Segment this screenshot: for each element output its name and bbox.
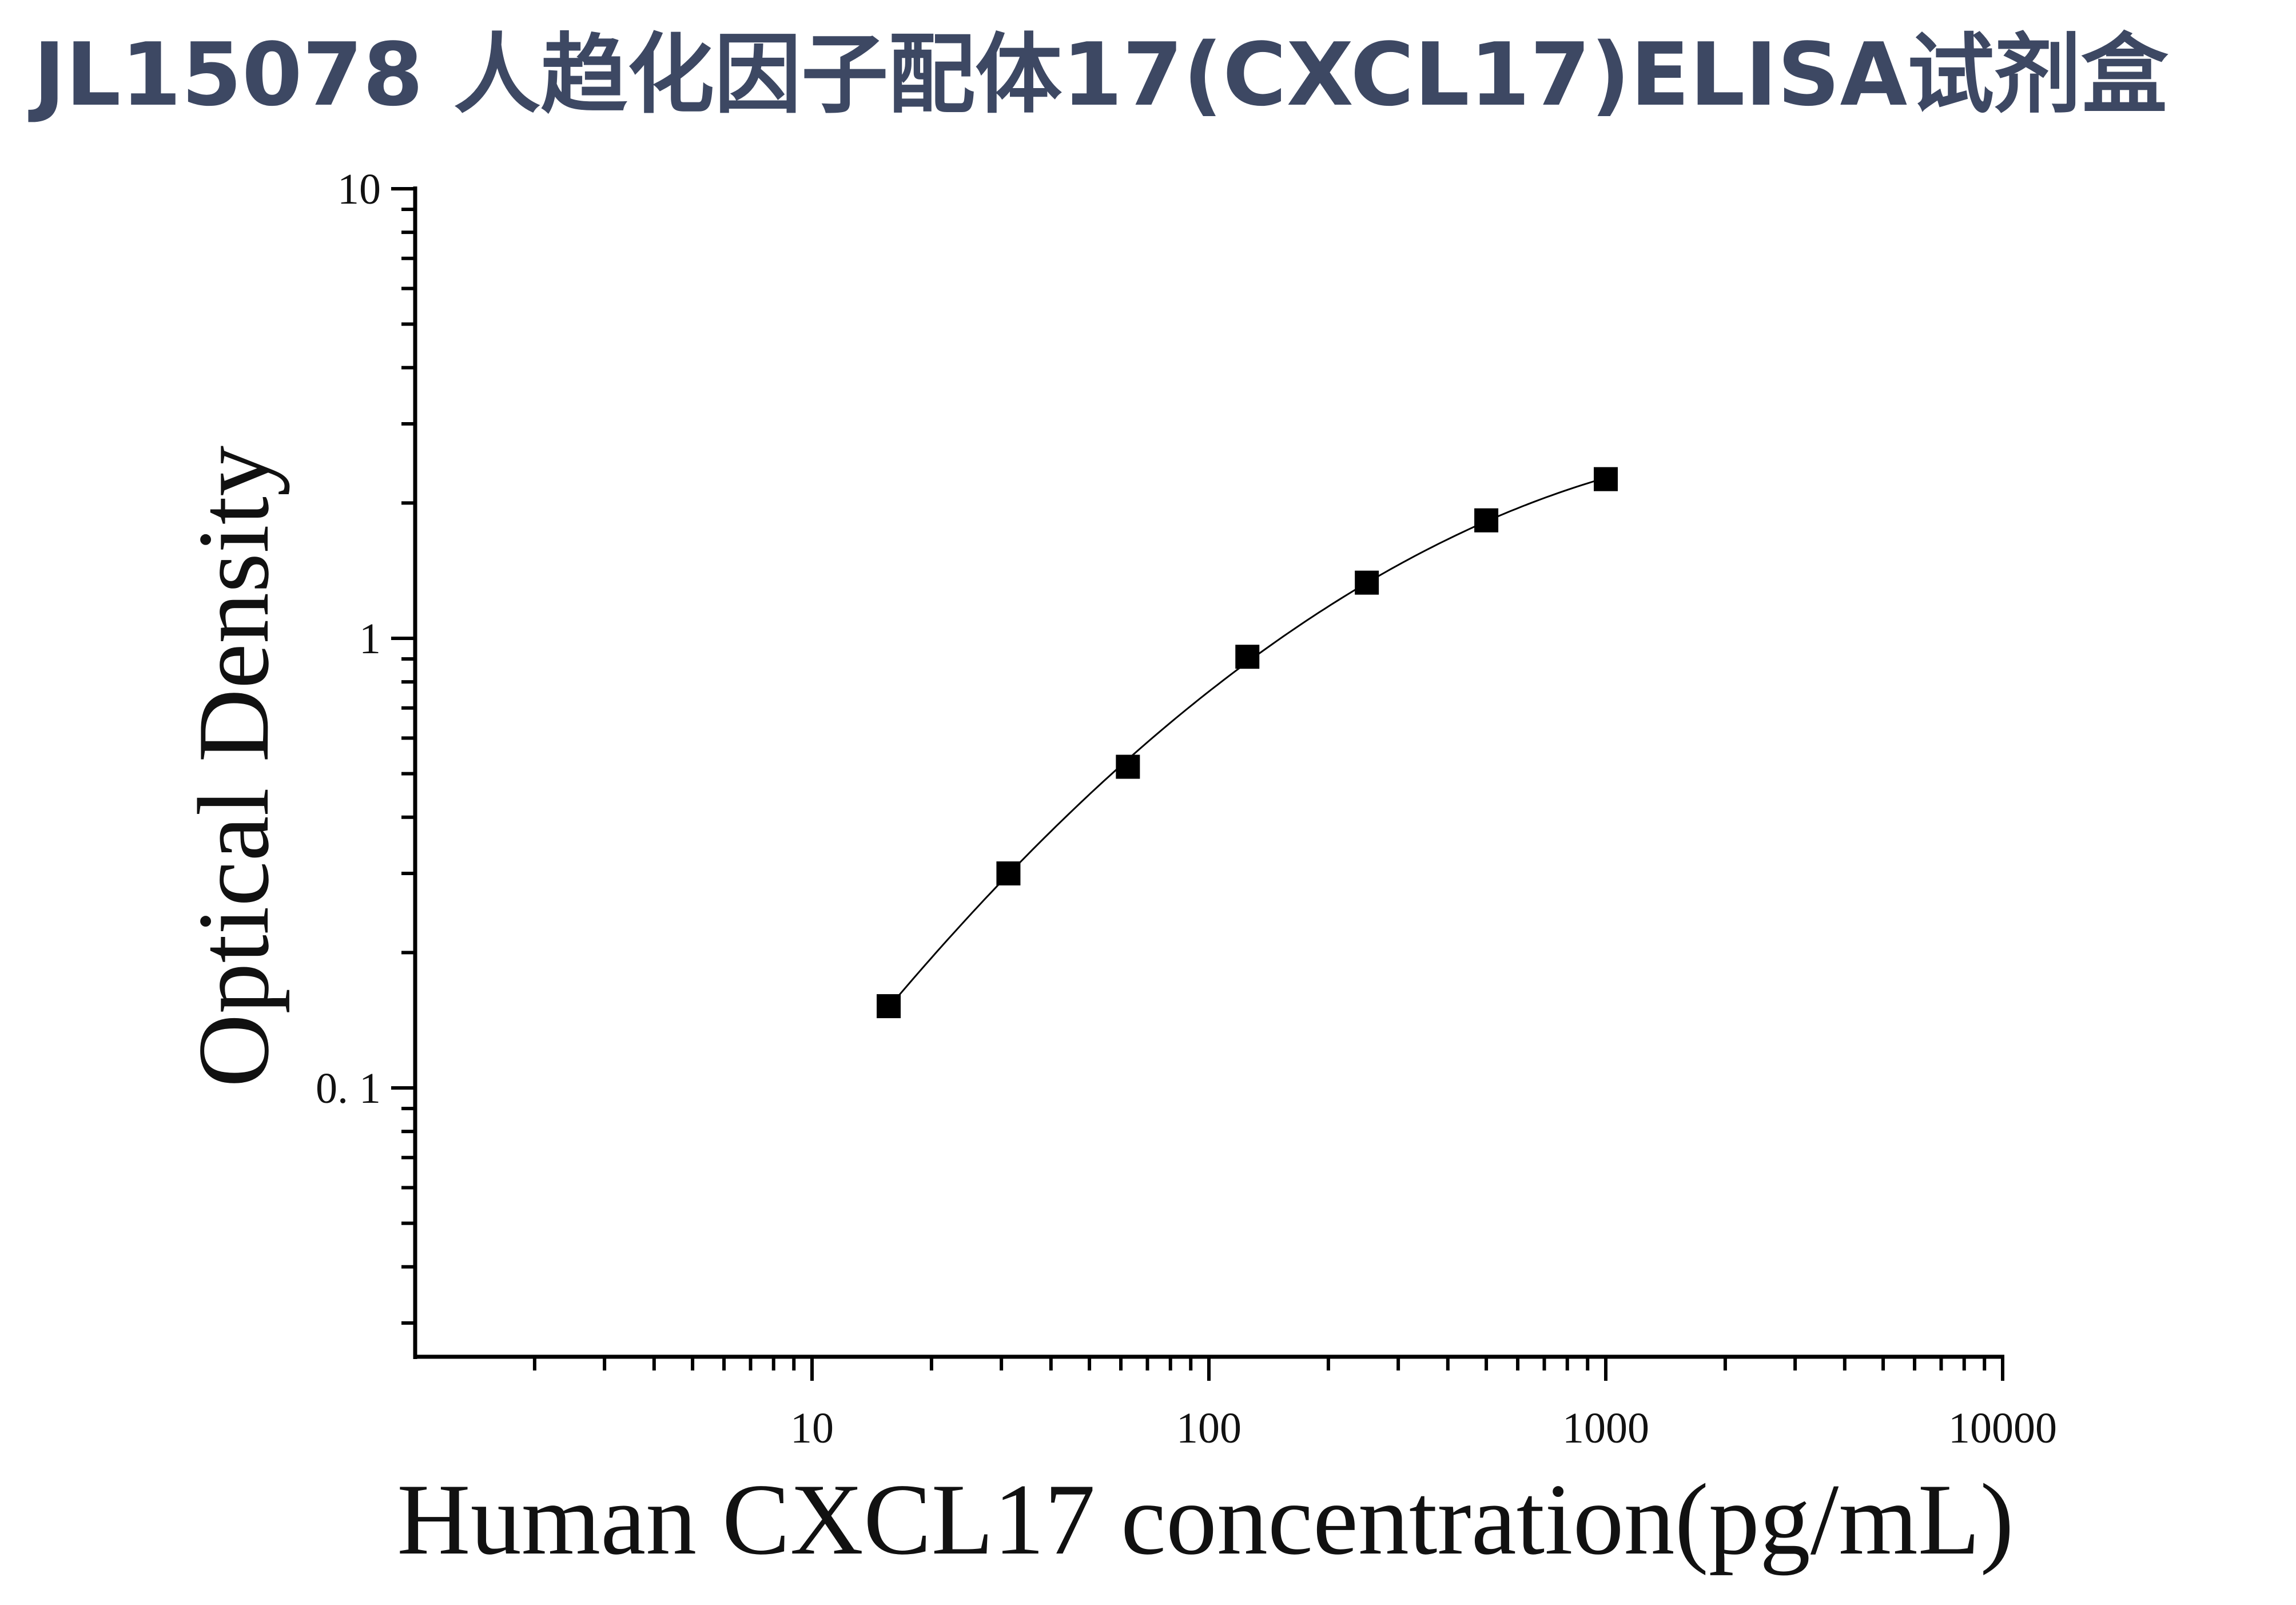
fit-curve [888, 476, 1606, 1008]
x-tick-label: 100 [1176, 1404, 1241, 1452]
y-axis-title: Optical Density [177, 446, 290, 1087]
data-point [996, 861, 1021, 885]
data-point [1235, 645, 1260, 669]
chart-fit-curve-group [888, 476, 1606, 1008]
data-point [1355, 570, 1379, 595]
x-tick-label: 10 [790, 1404, 834, 1452]
chart-tick-labels-group: 0. 1 1 10 10 100 1000 10000 [316, 165, 2057, 1452]
data-point [1474, 508, 1499, 533]
x-tick-label: 10000 [1948, 1404, 2057, 1452]
data-point [1594, 467, 1618, 491]
y-tick-label: 0. 1 [316, 1064, 381, 1113]
x-axis-title: Human CXCL17 concentration(pg/mL) [397, 1463, 2014, 1576]
data-point [1116, 754, 1140, 779]
y-tick-label: 10 [337, 165, 381, 213]
y-tick-label: 1 [359, 615, 381, 663]
x-tick-label: 1000 [1562, 1404, 1649, 1452]
chart-points-group [877, 467, 1618, 1019]
data-point [877, 994, 901, 1019]
page-title: JL15078 人趋化因子配体17(CXCL17)ELISA试剂盒 [33, 24, 2168, 125]
chart-axes [391, 186, 2004, 1381]
